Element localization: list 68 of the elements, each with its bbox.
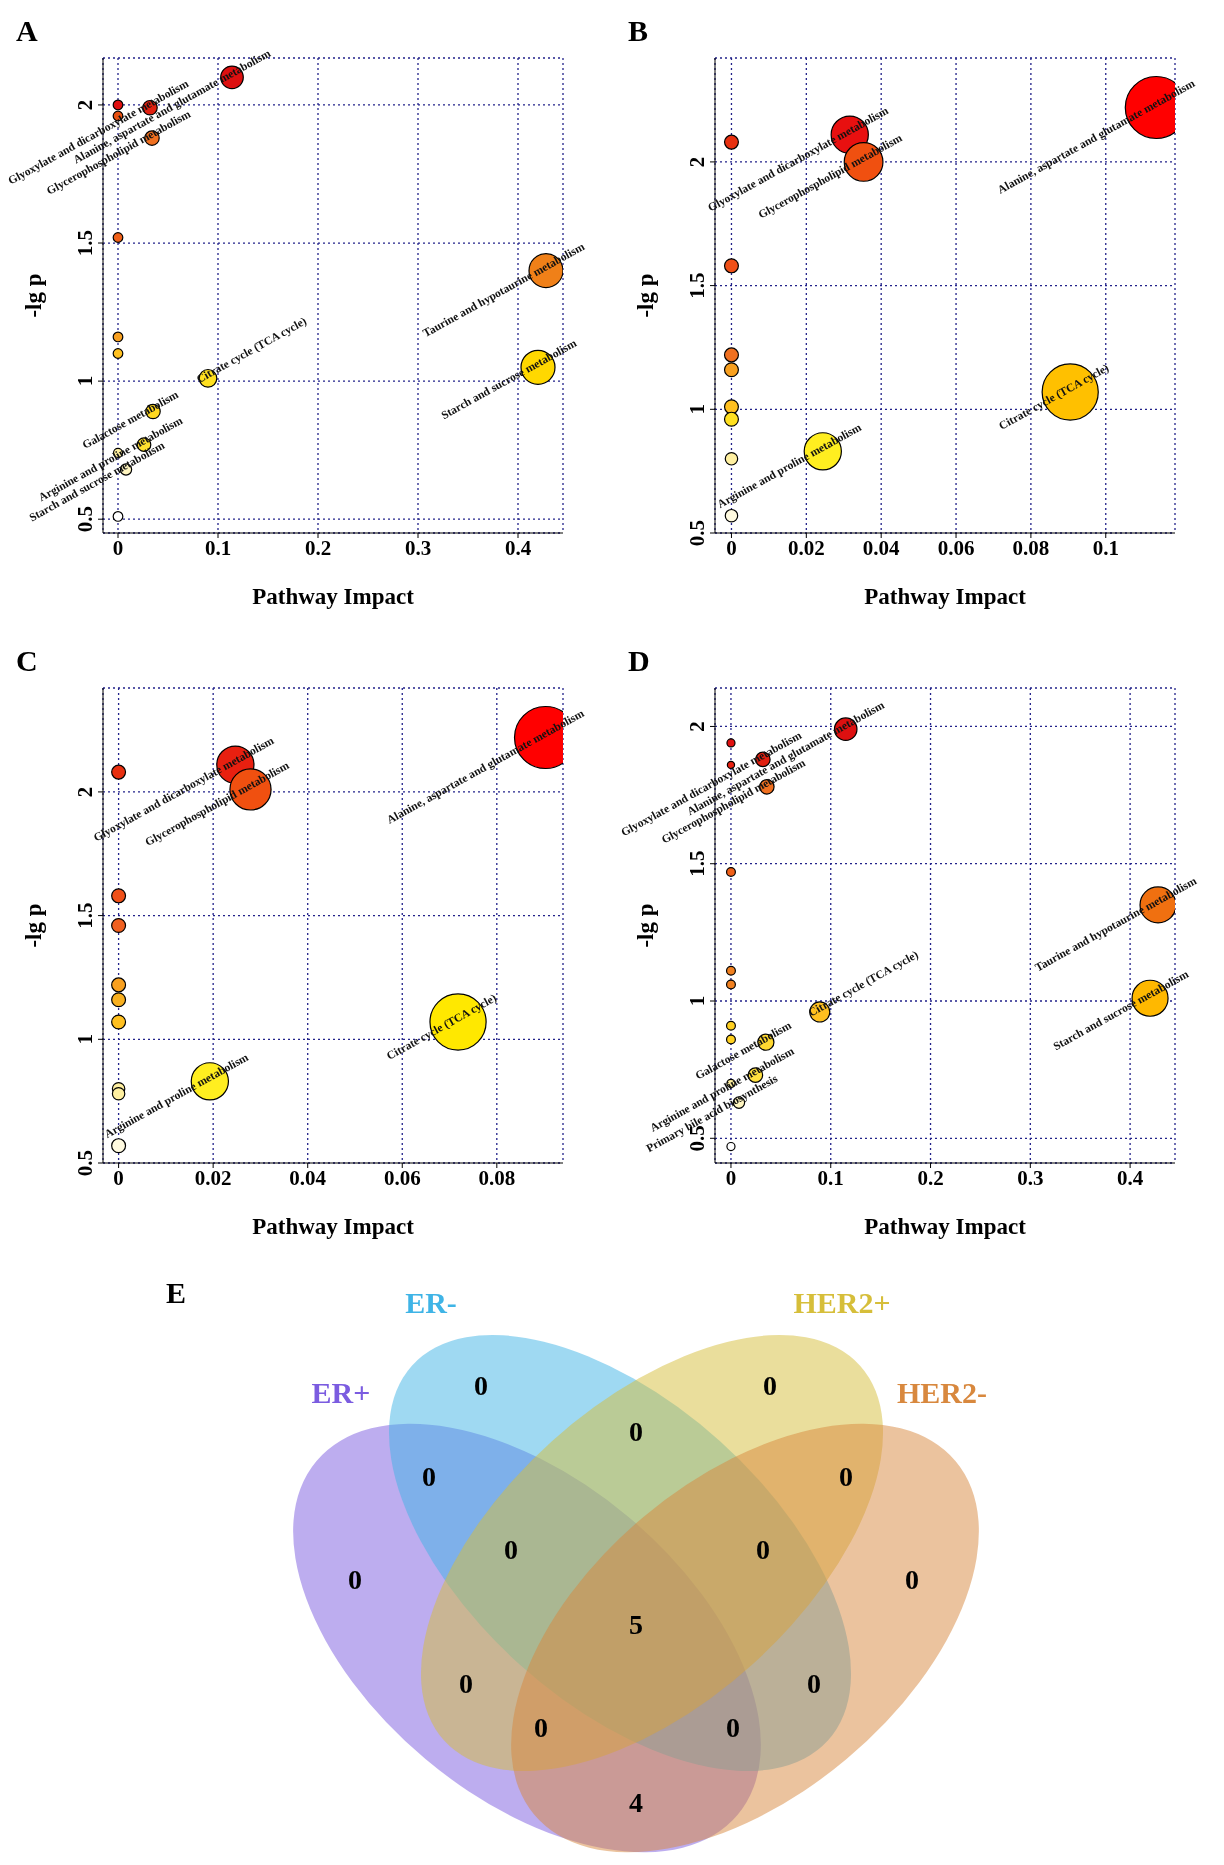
y-tick-label: 1.5 [685,850,709,877]
x-tick-label: 0.2 [304,535,332,560]
x-tick-label: 0 [112,535,124,560]
y-tick-label: 1 [73,375,97,387]
text: 0 [839,1461,853,1492]
y-tick-label: 1.5 [685,272,709,299]
x-tick-label: 0.1 [204,535,232,560]
x-tick-label: 0 [725,1165,737,1190]
x-tick-label: 0.1 [817,1165,844,1190]
x-tick-label: 0.2 [917,1165,944,1190]
y-tick-label: 1.5 [73,229,97,257]
text: 0 [348,1564,362,1595]
chart-title: C [16,644,38,678]
category-label: ER+ [311,1376,371,1409]
y-axis-title: -lg p [633,903,659,948]
chart-title: B [628,14,649,48]
chart-title: D [628,644,650,678]
x-axis-title: Pathway Impact [252,584,415,609]
text: 0 [474,1370,488,1401]
text: E [166,1276,187,1309]
y-tick-label: 1 [685,404,709,415]
y-axis-title: -lg p [21,273,47,318]
x-tick-label: 0.08 [1012,535,1050,560]
x-tick-label: 0.02 [194,1165,232,1190]
text: 4 [629,1787,643,1818]
x-tick-label: 0.3 [404,535,432,560]
text: 0 [422,1461,436,1492]
text: 0 [504,1534,518,1565]
text: 0 [807,1668,821,1699]
x-tick-label: 0.4 [1116,1165,1144,1190]
x-tick-label: 0.04 [289,1165,327,1190]
y-tick-label: 2 [73,786,97,798]
y-axis-title: -lg p [633,273,659,318]
y-tick-label: 0.5 [685,519,709,547]
category-label: ER- [405,1286,457,1319]
x-tick-label: 0.1 [1092,535,1119,560]
y-tick-label: 1.5 [73,902,97,929]
y-tick-label: 1 [73,1034,97,1045]
x-tick-label: 0 [113,1165,124,1190]
x-axis-title: Pathway Impact [864,584,1027,609]
x-tick-label: 0.08 [478,1165,516,1190]
y-tick-label: 2 [685,721,709,732]
category-label: HER2- [897,1376,987,1409]
text: 5 [629,1609,643,1640]
y-tick-label: 1 [685,995,709,1007]
x-tick-label: 0.3 [1017,1165,1044,1190]
y-tick-label: 2 [73,99,97,111]
x-tick-label: 0.02 [787,535,825,560]
x-tick-label: 0 [726,535,737,560]
text: 0 [534,1712,548,1743]
text: 0 [726,1712,740,1743]
y-tick-label: 2 [685,156,709,168]
text: 0 [763,1370,777,1401]
chart-title: A [16,14,38,48]
y-tick-label: 0.5 [73,1149,97,1177]
x-tick-label: 0.4 [504,535,532,560]
text: 0 [629,1416,643,1447]
x-tick-label: 0.06 [937,535,975,560]
y-axis-title: -lg p [21,903,47,948]
y-tick-label: 0.5 [73,506,97,533]
x-axis-title: Pathway Impact [252,1214,415,1239]
text: 0 [756,1534,770,1565]
x-tick-label: 0.06 [383,1165,421,1190]
text: 0 [905,1564,919,1595]
category-label: HER2+ [793,1286,891,1319]
text: 0 [459,1668,473,1699]
x-axis-title: Pathway Impact [864,1214,1027,1239]
x-tick-label: 0.04 [862,535,901,560]
